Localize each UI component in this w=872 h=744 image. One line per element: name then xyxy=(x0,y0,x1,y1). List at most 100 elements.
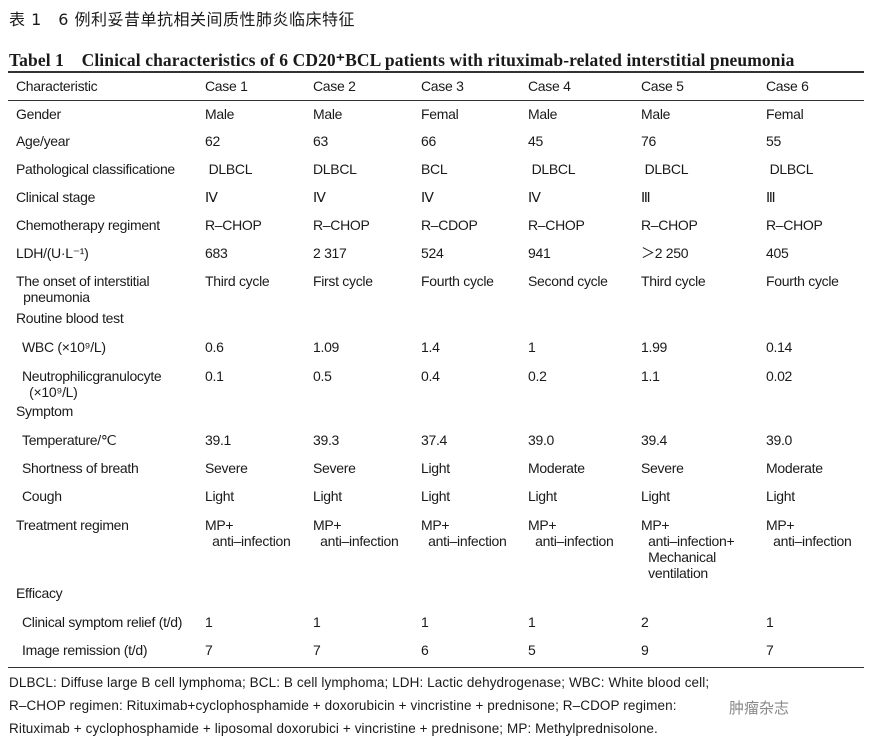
table-cell: 1.99 xyxy=(641,339,668,355)
column-header-case-2: Case 2 xyxy=(313,78,356,94)
table-cell: MP+ xyxy=(641,517,670,533)
table-cell: R–CHOP xyxy=(313,217,370,233)
row-label: Age/year xyxy=(16,133,70,149)
table-cell: 1.1 xyxy=(641,368,660,384)
table-cell: 1 xyxy=(313,614,321,630)
table-cell: 2 317 xyxy=(313,245,347,261)
table-cell: Fourth cycle xyxy=(421,273,494,289)
row-label: Neutrophilicgranulocyte xyxy=(22,368,162,384)
header-rule xyxy=(8,100,864,101)
table-cell: 1 xyxy=(528,339,536,355)
table-cell: Severe xyxy=(313,460,356,476)
table-cell: Light xyxy=(528,488,557,504)
table-cell: DLBCL xyxy=(205,161,253,177)
row-label: Chemotherapy regiment xyxy=(16,217,160,233)
table-cell: 0.6 xyxy=(205,339,224,355)
row-label: Efficacy xyxy=(16,585,63,601)
table-cell: MP+ xyxy=(313,517,342,533)
table-cell: anti–infection xyxy=(205,533,291,549)
table-cell: MP+ xyxy=(766,517,795,533)
table-cell: Femal xyxy=(766,106,804,122)
row-label: Symptom xyxy=(16,403,74,419)
row-label: Gender xyxy=(16,106,61,122)
table-cell: 39.1 xyxy=(205,432,232,448)
table-cell: Ⅳ xyxy=(313,189,326,205)
table-cell: Ⅳ xyxy=(421,189,434,205)
row-label: Cough xyxy=(22,488,62,504)
table-cell: anti–infection+ xyxy=(641,533,735,549)
table-cell: anti–infection xyxy=(528,533,614,549)
table-cell: DLBCL xyxy=(528,161,576,177)
table-cell: 63 xyxy=(313,133,328,149)
table-cell: 405 xyxy=(766,245,789,261)
table-cell: 1 xyxy=(421,614,429,630)
table-cell: 524 xyxy=(421,245,444,261)
table-cell: 0.1 xyxy=(205,368,224,384)
table-cell: Ⅲ xyxy=(641,189,651,205)
table-cell: Fourth cycle xyxy=(766,273,839,289)
footnote-line: DLBCL: Diffuse large B cell lymphoma; BC… xyxy=(9,675,710,690)
table-cell: Male xyxy=(313,106,343,122)
table-cell: Light xyxy=(766,488,795,504)
table-cell: R–CHOP xyxy=(766,217,823,233)
column-header-case-1: Case 1 xyxy=(205,78,248,94)
table-cell: 7 xyxy=(205,642,213,658)
table-cell: 39.0 xyxy=(528,432,555,448)
row-label: Shortness of breath xyxy=(22,460,139,476)
table-cell: DLBCL xyxy=(641,161,689,177)
table-cell: 1 xyxy=(766,614,774,630)
table-cell: Third cycle xyxy=(205,273,270,289)
table-cell: BCL xyxy=(421,161,448,177)
table-cell: ＞2 250 xyxy=(641,245,689,261)
table-cell: Moderate xyxy=(766,460,823,476)
table-cell: 0.02 xyxy=(766,368,793,384)
table-cell: MP+ xyxy=(528,517,557,533)
footnote-line: Rituximab + cyclophosphamide + liposomal… xyxy=(9,721,658,736)
table-cell: First cycle xyxy=(313,273,373,289)
table-cell: 7 xyxy=(313,642,321,658)
row-label: WBC (×10⁹/L) xyxy=(22,339,106,355)
table-cell: 39.3 xyxy=(313,432,340,448)
table-cell: 0.5 xyxy=(313,368,332,384)
table-cell: 9 xyxy=(641,642,649,658)
table-cell: Light xyxy=(641,488,670,504)
table-cell: Second cycle xyxy=(528,273,608,289)
table-cell: 1 xyxy=(528,614,536,630)
table-cell: 5 xyxy=(528,642,536,658)
table-title-english: Tabel 1 Clinical characteristics of 6 CD… xyxy=(9,50,795,70)
table-cell: 7 xyxy=(766,642,774,658)
table-cell: 0.4 xyxy=(421,368,440,384)
table-cell: 66 xyxy=(421,133,436,149)
column-header-case-4: Case 4 xyxy=(528,78,571,94)
row-label: LDH/(U·L⁻¹) xyxy=(16,245,89,261)
table-cell: Mechanical xyxy=(641,549,716,565)
table-cell: MP+ xyxy=(421,517,450,533)
table-cell: 55 xyxy=(766,133,781,149)
table-cell: Ⅳ xyxy=(205,189,218,205)
table-cell: 0.2 xyxy=(528,368,547,384)
table-cell: Light xyxy=(313,488,342,504)
row-label: Treatment regimen xyxy=(16,517,129,533)
table-cell: 1.09 xyxy=(313,339,340,355)
table-cell: 39.4 xyxy=(641,432,668,448)
table-cell: 941 xyxy=(528,245,551,261)
row-label: pneumonia xyxy=(16,289,90,305)
table-cell: 45 xyxy=(528,133,543,149)
table-cell: MP+ xyxy=(205,517,234,533)
table-cell: 1.4 xyxy=(421,339,440,355)
table-cell: 39.0 xyxy=(766,432,793,448)
table-cell: DLBCL xyxy=(766,161,814,177)
table-cell: 76 xyxy=(641,133,656,149)
table-cell: ventilation xyxy=(641,565,708,581)
table-cell: 1 xyxy=(205,614,213,630)
table-cell: 37.4 xyxy=(421,432,448,448)
table-cell: R–CDOP xyxy=(421,217,478,233)
row-label: Clinical symptom relief (t/d) xyxy=(22,614,183,630)
table-cell: anti–infection xyxy=(766,533,852,549)
table-cell: Male xyxy=(205,106,235,122)
row-label: Image remission (t/d) xyxy=(22,642,148,658)
table-cell: Ⅲ xyxy=(766,189,776,205)
table-cell: Light xyxy=(421,460,450,476)
table-cell: 0.14 xyxy=(766,339,793,355)
